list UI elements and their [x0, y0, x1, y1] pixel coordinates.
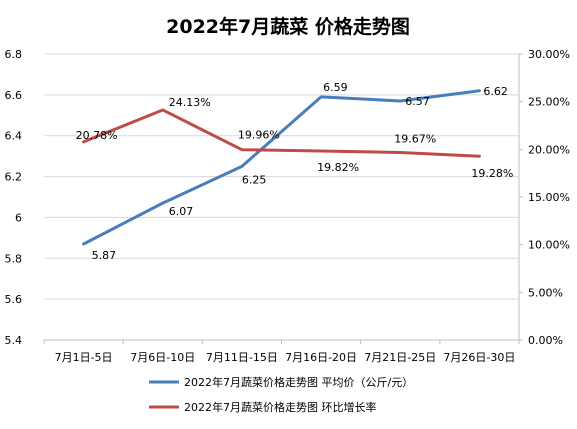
data-label: 6.25 — [242, 173, 267, 186]
y-left-tick-label: 6.4 — [5, 130, 23, 143]
y-right-tick-label: 20.00% — [528, 143, 570, 156]
series-lines — [82, 89, 481, 246]
data-label: 24.13% — [169, 96, 211, 109]
axes: 5.4 5.6 5.8 6 6.2 6.4 6.6 6.8 0.00% 5.00% 10.00% 15… — [5, 48, 570, 364]
chart-title: 2022年7月蔬菜 价格走势图 — [166, 15, 410, 38]
y-right-tick-label: 0.00% — [528, 334, 563, 347]
data-label: 19.67% — [394, 132, 436, 145]
y-right-tick-label: 15.00% — [528, 191, 570, 204]
data-label: 6.59 — [323, 81, 348, 94]
data-label: 6.07 — [169, 205, 194, 218]
data-label: 19.28% — [471, 167, 513, 180]
y-left-tick-label: 6.6 — [5, 89, 23, 102]
y-right-tick-label: 30.00% — [528, 48, 570, 61]
x-tick-label: 7月21日-25日 — [364, 351, 436, 364]
data-label: 20.78% — [76, 129, 118, 142]
x-tick-label: 7月26日-30日 — [443, 351, 515, 364]
gridlines — [44, 53, 519, 300]
y-right-tick-label: 10.00% — [528, 239, 570, 252]
data-labels: 5.87 6.07 6.25 6.59 6.57 6.62 20.78% 24.13% 19.9… — [76, 81, 514, 262]
data-label: 19.96% — [238, 129, 280, 142]
y-left-tick-label: 5.4 — [5, 334, 23, 347]
x-tick-label: 7月16日-20日 — [285, 351, 357, 364]
legend-label: 2022年7月蔬菜价格走势图 环比增长率 — [184, 400, 377, 414]
y-left-tick-label: 5.6 — [5, 293, 23, 306]
y-left-tick-label: 6.2 — [5, 171, 23, 184]
x-tick-label: 7月6日-10日 — [130, 351, 195, 364]
legend-label: 2022年7月蔬菜价格走势图 平均价（公斤/元） — [184, 375, 413, 389]
data-label: 6.57 — [405, 95, 430, 108]
y-right-tick-label: 25.00% — [528, 96, 570, 109]
x-tick-label: 7月11日-15日 — [206, 351, 278, 364]
legend: 2022年7月蔬菜价格走势图 平均价（公斤/元） 2022年7月蔬菜价格走势图 环… — [149, 375, 413, 414]
series-line — [82, 89, 481, 246]
y-left-tick-label: 5.8 — [5, 252, 23, 265]
y-left-tick-label: 6.8 — [5, 48, 23, 61]
data-label: 19.82% — [317, 161, 359, 174]
data-label: 6.62 — [483, 85, 508, 98]
y-right-tick-label: 5.00% — [528, 286, 563, 299]
series-line — [82, 108, 481, 158]
data-label: 5.87 — [92, 249, 117, 262]
x-tick-label: 7月1日-5日 — [55, 351, 113, 364]
y-left-tick-label: 6 — [15, 211, 22, 224]
